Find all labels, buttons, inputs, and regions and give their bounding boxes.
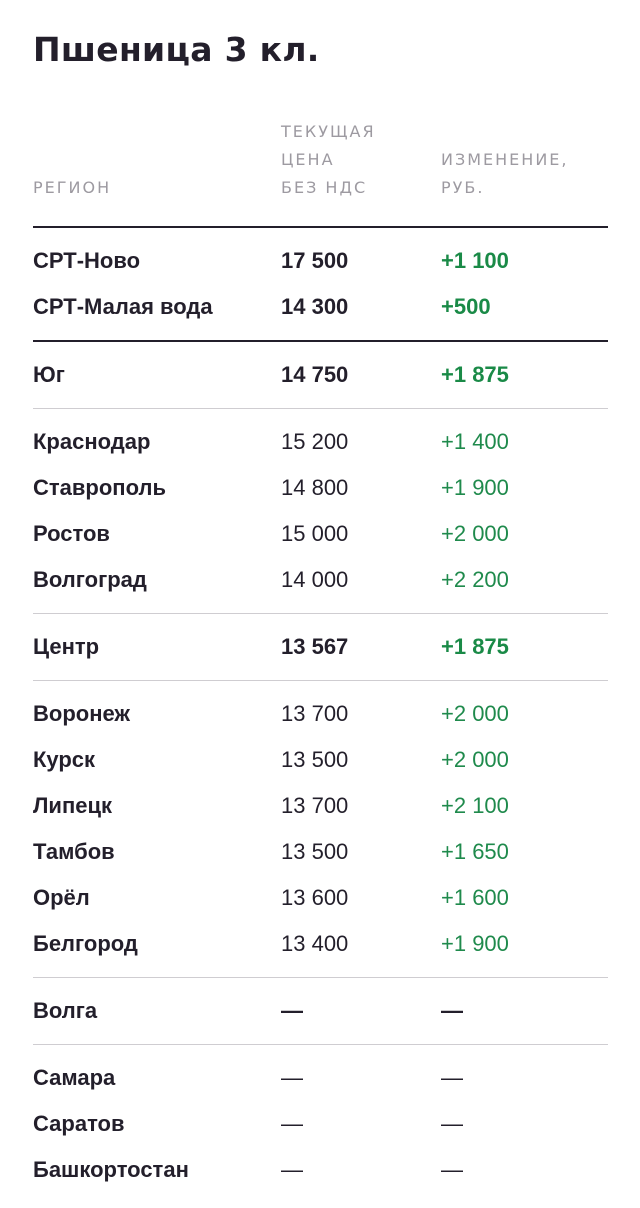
change-value: +1 100 xyxy=(441,248,509,273)
table-row: Липецк 13 700 +2 100 xyxy=(33,783,608,829)
price-value: 15 200 xyxy=(281,429,349,454)
table-row: Краснодар 15 200 +1 400 xyxy=(33,419,608,465)
price-value: — xyxy=(281,1157,303,1182)
region-name: Курск xyxy=(33,747,96,772)
price-table: РЕГИОН ТЕКУЩАЯ ЦЕНА БЕЗ НДС ИЗМЕНЕНИЕ, Р… xyxy=(33,120,608,1203)
price-value: 13 500 xyxy=(281,747,349,772)
table-row: Волга — — xyxy=(33,988,608,1034)
table-group-srt: СРТ-Ново 17 500 +1 100 СРТ-Малая вода 14… xyxy=(33,228,608,340)
change-value: — xyxy=(441,1065,463,1090)
table-group-volga-summary: Волга — — xyxy=(33,977,608,1044)
price-value: 14 800 xyxy=(281,475,349,500)
price-value: 17 500 xyxy=(281,248,349,273)
page-title: Пшеница 3 кл. xyxy=(33,30,320,69)
region-name: СРТ-Ново xyxy=(33,248,141,273)
change-value: +1 600 xyxy=(441,885,509,910)
region-name: Липецк xyxy=(33,793,113,818)
region-name: Башкортостан xyxy=(33,1157,189,1182)
region-name: Ставрополь xyxy=(33,475,166,500)
price-value: — xyxy=(281,998,303,1023)
price-value: 13 700 xyxy=(281,793,349,818)
table-group-south-summary: Юг 14 750 +1 875 xyxy=(33,340,608,408)
price-value: 13 400 xyxy=(281,931,349,956)
region-name: Волга xyxy=(33,998,98,1023)
change-value: +1 875 xyxy=(441,634,509,659)
price-value: 14 750 xyxy=(281,362,349,387)
column-header-region: РЕГИОН xyxy=(33,178,112,197)
change-value: +1 650 xyxy=(441,839,509,864)
change-value: — xyxy=(441,1111,463,1136)
table-row: Ростов 15 000 +2 000 xyxy=(33,511,608,557)
price-value: 13 600 xyxy=(281,885,349,910)
region-name: Воронеж xyxy=(33,701,131,726)
region-name: Самара xyxy=(33,1065,116,1090)
column-header-change: ИЗМЕНЕНИЕ, РУБ. xyxy=(441,150,569,197)
region-name: Волгоград xyxy=(33,567,147,592)
table-row: Ставрополь 14 800 +1 900 xyxy=(33,465,608,511)
table-row: СРТ-Ново 17 500 +1 100 xyxy=(33,238,608,284)
change-value: +1 900 xyxy=(441,475,509,500)
region-name: Юг xyxy=(33,362,65,387)
table-row: Воронеж 13 700 +2 000 xyxy=(33,691,608,737)
change-value: +1 400 xyxy=(441,429,509,454)
table-row: Центр 13 567 +1 875 xyxy=(33,624,608,670)
table-row: Башкортостан — — xyxy=(33,1147,608,1193)
change-value: +2 000 xyxy=(441,701,509,726)
price-value: 13 700 xyxy=(281,701,349,726)
column-header-price: ТЕКУЩАЯ ЦЕНА БЕЗ НДС xyxy=(281,122,376,197)
region-name: СРТ-Малая вода xyxy=(33,294,213,319)
table-row: Тамбов 13 500 +1 650 xyxy=(33,829,608,875)
region-name: Саратов xyxy=(33,1111,125,1136)
price-value: — xyxy=(281,1065,303,1090)
table-row: Орёл 13 600 +1 600 xyxy=(33,875,608,921)
region-name: Центр xyxy=(33,634,100,659)
region-name: Краснодар xyxy=(33,429,151,454)
change-value: +2 000 xyxy=(441,747,509,772)
change-value: — xyxy=(441,1157,463,1182)
table-header: РЕГИОН ТЕКУЩАЯ ЦЕНА БЕЗ НДС ИЗМЕНЕНИЕ, Р… xyxy=(33,120,608,228)
price-value: 13 500 xyxy=(281,839,349,864)
price-value: — xyxy=(281,1111,303,1136)
price-value: 13 567 xyxy=(281,634,349,659)
region-name: Белгород xyxy=(33,931,138,956)
change-value: +2 100 xyxy=(441,793,509,818)
price-value: 15 000 xyxy=(281,521,349,546)
price-value: 14 000 xyxy=(281,567,349,592)
table-row: Волгоград 14 000 +2 200 xyxy=(33,557,608,603)
table-row: Саратов — — xyxy=(33,1101,608,1147)
change-value: +1 900 xyxy=(441,931,509,956)
change-value: +1 875 xyxy=(441,362,509,387)
table-row: Самара — — xyxy=(33,1055,608,1101)
table-group-center: Воронеж 13 700 +2 000 Курск 13 500 +2 00… xyxy=(33,680,608,977)
change-value: +2 000 xyxy=(441,521,509,546)
table-row: Белгород 13 400 +1 900 xyxy=(33,921,608,967)
table-group-center-summary: Центр 13 567 +1 875 xyxy=(33,613,608,680)
change-value: +2 200 xyxy=(441,567,509,592)
region-name: Тамбов xyxy=(33,839,115,864)
table-row: Юг 14 750 +1 875 xyxy=(33,352,608,398)
table-group-south: Краснодар 15 200 +1 400 Ставрополь 14 80… xyxy=(33,408,608,613)
change-value: +500 xyxy=(441,294,491,319)
table-row: СРТ-Малая вода 14 300 +500 xyxy=(33,284,608,330)
table-row: Курск 13 500 +2 000 xyxy=(33,737,608,783)
region-name: Орёл xyxy=(33,885,90,910)
change-value: — xyxy=(441,998,463,1023)
table-group-volga: Самара — — Саратов — — Башкортостан — — xyxy=(33,1044,608,1203)
price-value: 14 300 xyxy=(281,294,349,319)
region-name: Ростов xyxy=(33,521,110,546)
